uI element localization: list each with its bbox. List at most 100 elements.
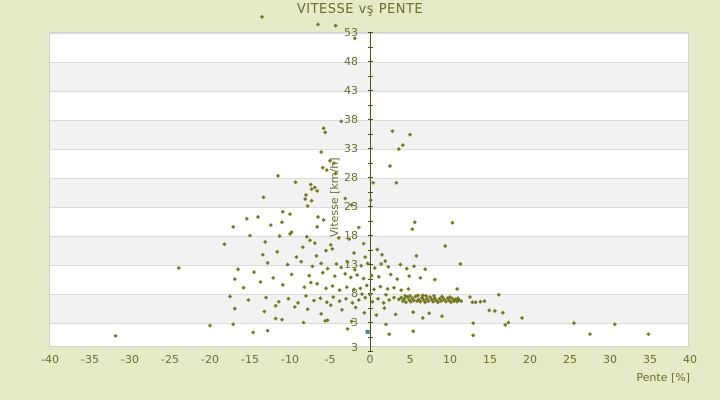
data-point xyxy=(227,294,233,299)
data-point xyxy=(359,292,365,297)
data-point xyxy=(443,243,448,249)
x-tick-label: -35 xyxy=(81,353,99,366)
data-point xyxy=(276,299,281,304)
data-point xyxy=(328,303,333,308)
data-point xyxy=(263,295,269,300)
data-point xyxy=(506,320,511,325)
chart-title: VITESSE vş PENTE xyxy=(296,2,424,17)
axis-tick-mark xyxy=(368,322,373,323)
data-point xyxy=(279,317,285,322)
data-point xyxy=(280,209,285,214)
data-point xyxy=(312,185,317,190)
data-point xyxy=(308,182,313,187)
axis-tick-mark xyxy=(368,264,373,265)
data-point xyxy=(404,266,409,271)
data-point xyxy=(387,332,392,337)
data-point xyxy=(439,314,445,319)
data-point xyxy=(348,275,353,280)
data-point xyxy=(455,299,460,304)
data-point xyxy=(395,276,400,282)
data-point xyxy=(302,285,307,290)
axis-tick-mark xyxy=(368,105,373,106)
data-point xyxy=(439,299,444,304)
data-point xyxy=(612,322,617,327)
data-point xyxy=(423,267,428,272)
highlight-data-point xyxy=(365,329,370,334)
x-tick-label: 30 xyxy=(603,353,617,366)
data-point xyxy=(332,274,337,279)
data-point xyxy=(275,173,281,178)
axis-tick-mark xyxy=(368,206,373,207)
data-point xyxy=(349,319,354,324)
data-point xyxy=(289,230,294,235)
x-tick-label: 35 xyxy=(643,353,657,366)
axis-tick-mark xyxy=(368,163,373,164)
data-point xyxy=(295,300,301,305)
data-point xyxy=(443,299,449,304)
data-point xyxy=(448,300,453,305)
data-point xyxy=(309,198,314,203)
data-point xyxy=(344,285,349,290)
data-point xyxy=(286,296,291,301)
data-point xyxy=(260,252,265,257)
data-point xyxy=(379,261,384,267)
axis-tick-mark xyxy=(368,235,373,236)
data-point xyxy=(255,214,261,220)
data-point xyxy=(407,132,413,137)
data-point xyxy=(371,180,376,185)
data-point xyxy=(458,261,463,267)
data-point xyxy=(459,299,464,304)
data-point xyxy=(315,214,321,220)
data-point xyxy=(349,202,354,207)
data-point xyxy=(447,298,452,303)
data-point xyxy=(362,310,367,315)
data-point xyxy=(303,293,309,298)
data-point xyxy=(247,233,253,238)
data-point xyxy=(500,310,505,315)
data-point xyxy=(300,245,305,250)
data-point xyxy=(261,195,266,200)
y-tick-label: 43 xyxy=(344,84,358,97)
data-point xyxy=(320,270,325,275)
data-point xyxy=(345,260,350,265)
data-point xyxy=(355,272,360,278)
data-point xyxy=(388,272,393,277)
data-point xyxy=(431,293,437,298)
data-point xyxy=(450,296,455,301)
x-tick-label: -20 xyxy=(201,353,219,366)
data-point xyxy=(351,287,357,292)
data-point xyxy=(375,247,380,252)
x-tick-label: 25 xyxy=(563,353,577,366)
data-point xyxy=(331,160,337,166)
data-point xyxy=(359,263,364,268)
data-point xyxy=(353,305,358,310)
data-point xyxy=(331,294,336,300)
data-point xyxy=(437,296,442,301)
y-tick-label: 33 xyxy=(344,142,358,155)
data-point xyxy=(587,332,593,337)
data-point xyxy=(375,296,381,301)
x-tick-label: -25 xyxy=(161,353,179,366)
data-point xyxy=(450,220,455,225)
data-point xyxy=(356,297,361,303)
axis-tick-mark xyxy=(368,337,373,338)
data-point xyxy=(379,252,385,257)
data-point xyxy=(423,300,428,305)
data-point xyxy=(361,276,366,281)
data-point xyxy=(314,253,319,258)
data-point xyxy=(343,196,348,201)
data-point xyxy=(386,264,391,269)
data-point xyxy=(455,296,461,301)
data-point xyxy=(407,297,412,303)
data-point xyxy=(470,300,475,305)
axis-tick-mark xyxy=(368,177,373,178)
x-tick-label: 40 xyxy=(683,353,697,366)
data-point xyxy=(393,312,398,317)
data-point xyxy=(337,299,342,304)
axis-tick-mark xyxy=(368,134,373,135)
y-tick-label: 53 xyxy=(344,26,358,39)
data-point xyxy=(445,296,450,301)
data-point xyxy=(176,265,181,271)
data-point xyxy=(251,270,257,275)
